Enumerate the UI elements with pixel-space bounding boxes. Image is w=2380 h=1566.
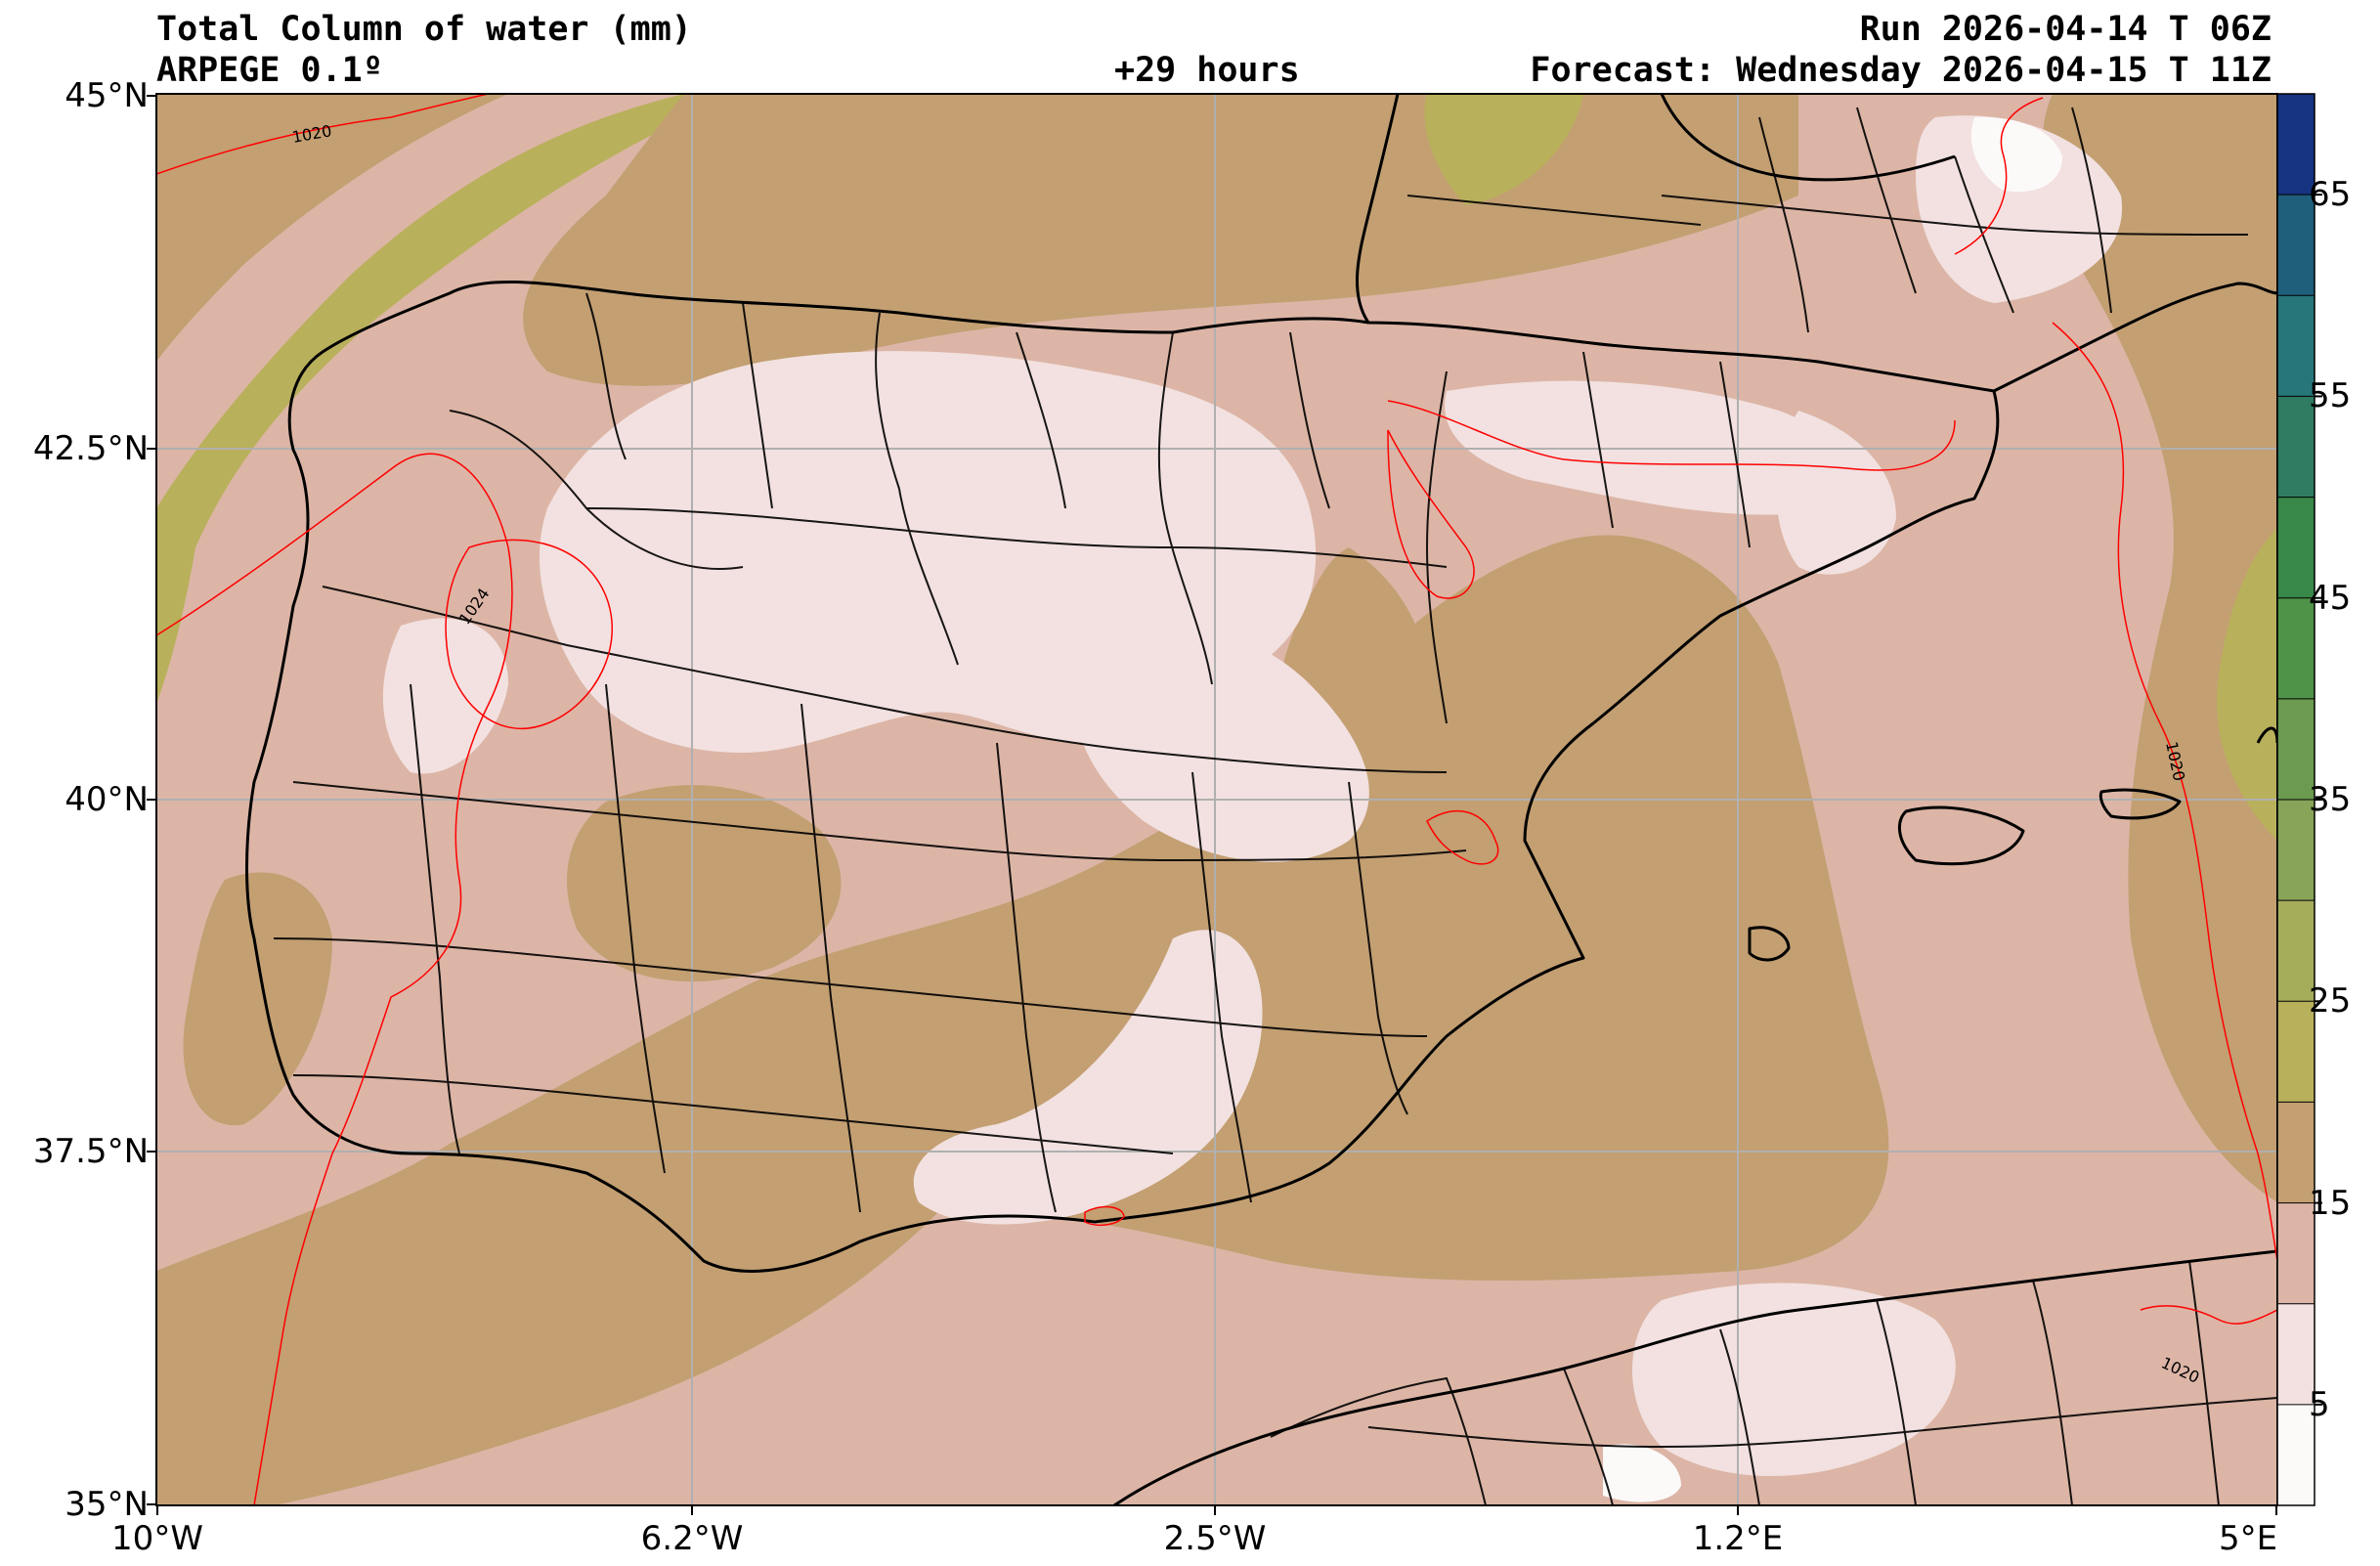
field-dry-northwest [156,94,508,362]
isobars [156,94,2277,1505]
colorbar-tick-label: 65 [2309,175,2352,215]
colorbar-segment [2277,497,2315,598]
france-north-border [1660,94,1956,182]
colorbar-tick-label: 55 [2309,376,2352,416]
colorbar-segment [2277,800,2315,901]
colorbar-segment [2277,195,2315,296]
iberia-coast [245,280,2000,1273]
lead-time: +29 hours [1114,51,1300,90]
field-white-africa [1603,1444,1681,1502]
colorbar-segment [2277,1404,2315,1505]
field-dry-east [2042,94,2277,1202]
isobar-valencia [1426,810,1499,865]
colorbar-tick-label: 5 [2309,1384,2330,1424]
lat-label-37-5n: 37.5°N [32,1132,149,1171]
isobar-sierra-nevada [1084,1205,1125,1227]
colorbar-segment [2277,1102,2315,1203]
isobar-pyrenees-loop [1387,429,1475,599]
lon-label-1-2e: 1.2°E [1692,1519,1784,1558]
africa-coast [1113,1249,2277,1505]
colorbar-tick-label: 45 [2309,578,2352,618]
region-borders [273,107,2277,1505]
field-dry-mediterranean [156,535,1889,1505]
lon-label-6-2w: 6.2°W [640,1519,744,1558]
colorbar-tick-label: 15 [2309,1183,2352,1223]
lat-label-42-5n: 42.5°N [32,429,149,468]
graticule [156,94,2277,1505]
field-dry-interior-3 [183,872,332,1126]
field-light-meseta-center [1069,618,1369,862]
field-dry-interior-1 [567,785,842,982]
colorbar-segment [2277,396,2315,498]
colorbar [2276,93,2322,1506]
lat-label-40n: 40°N [65,780,149,819]
colorbar-segment [2277,295,2315,397]
forecast-time: Forecast: Wednesday 2026-04-15 T 11Z [1530,51,2272,90]
menorca [2099,788,2182,820]
isobar-1020-pyrenees [1387,400,1956,471]
colorbar-segment [2277,900,2315,1002]
field-white-alps [1970,116,2062,193]
colorbar-segment [2277,1001,2315,1103]
model-name: ARPEGE 0.1º [156,51,383,90]
map-title: Total Column of water (mm) [156,10,692,49]
colorbar-segment [2277,94,2315,196]
lat-label-45n: 45°N [65,76,149,115]
colorbar-tick-label: 35 [2309,780,2352,819]
france-coast [1356,94,1400,324]
field-moist-bay [1424,94,1583,205]
lon-label-2-5w: 2.5°W [1163,1519,1267,1558]
run-time: Run 2026-04-14 T 06Z [1859,10,2272,49]
isobar-1020-east [2052,322,2277,1262]
lon-label-5e: 5°E [2218,1519,2278,1558]
field-light-catalonia [1776,411,1896,575]
field-light-galicia [382,618,508,774]
colorbar-segment [2277,1202,2315,1304]
colorbar-segment [2277,597,2315,699]
colorbar-tick-label: 25 [2309,981,2352,1022]
isobar-1024-inner [445,539,614,729]
lat-label-35n: 35°N [65,1485,149,1524]
field-light-north-africa [1632,1283,1956,1476]
isobar-africa [2140,1305,2277,1325]
isobar-1020-alps [1954,97,2044,255]
coastlines [245,94,2277,1505]
colorbar-segment [2277,1303,2315,1405]
colorbar-segment [2277,698,2315,800]
lon-label-10w: 10°W [111,1519,203,1558]
field-moist-east [2217,528,2277,841]
axis-ticks [147,95,2277,1515]
isobar-1024 [156,453,513,1505]
isobar-1020-north [156,94,490,175]
map-area: 1020 1024 1020 1020 [156,94,2277,1505]
ibiza [1748,926,1791,962]
france-south-coast [1993,282,2277,393]
field-light-alps [1916,115,2123,303]
mallorca [1897,805,2025,866]
